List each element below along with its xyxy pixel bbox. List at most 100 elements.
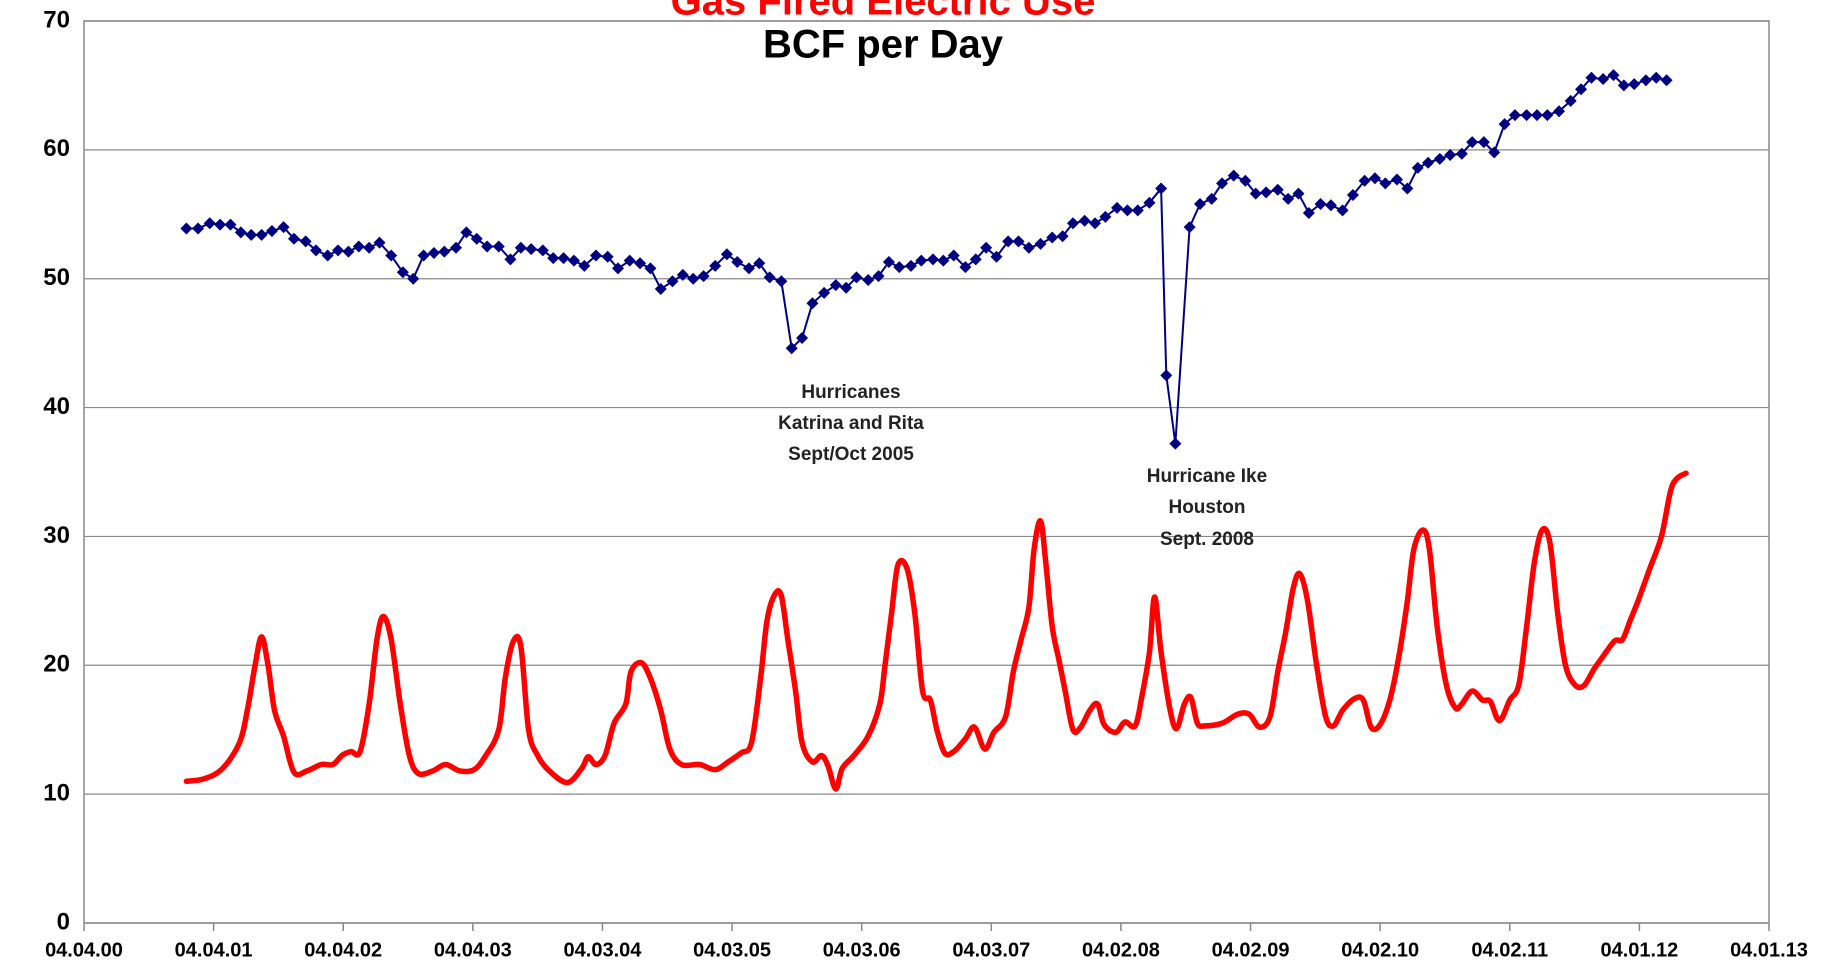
data-point	[332, 244, 345, 257]
data-point	[1530, 109, 1543, 122]
data-point	[470, 232, 483, 245]
data-point	[321, 249, 334, 262]
data-point	[589, 249, 602, 262]
data-point	[709, 259, 722, 272]
data-point	[1541, 109, 1554, 122]
data-point	[1143, 196, 1156, 209]
data-point	[1160, 369, 1173, 382]
data-point	[796, 331, 809, 344]
data-point	[1227, 169, 1240, 182]
data-point	[214, 218, 227, 231]
data-point	[342, 245, 355, 258]
data-point	[578, 259, 591, 272]
data-point	[1324, 199, 1337, 212]
data-point	[373, 236, 386, 249]
x-tick-label: 04.02.09	[1212, 939, 1290, 961]
data-point	[255, 228, 268, 241]
y-tick-label: 50	[43, 264, 70, 291]
data-point	[775, 275, 788, 288]
data-point	[818, 286, 831, 299]
data-point	[1508, 109, 1521, 122]
data-point	[492, 240, 505, 253]
data-point	[1121, 204, 1134, 217]
series-line	[183, 470, 1689, 792]
data-point	[785, 342, 798, 355]
data-point	[1391, 173, 1404, 186]
data-point	[1444, 149, 1457, 162]
data-point	[720, 248, 733, 261]
data-point	[1553, 105, 1566, 118]
data-point	[245, 228, 258, 241]
data-point	[310, 244, 323, 257]
data-point	[277, 221, 290, 234]
data-point	[882, 255, 895, 268]
data-point	[644, 262, 657, 275]
data-point	[417, 249, 430, 262]
data-point	[1155, 182, 1168, 195]
data-point	[862, 274, 875, 287]
x-tick-label: 04.04.00	[45, 939, 123, 961]
data-point	[926, 253, 939, 266]
data-point	[1358, 174, 1371, 187]
x-tick-label: 04.03.07	[952, 939, 1030, 961]
data-point	[449, 241, 462, 254]
data-point	[687, 272, 700, 285]
data-point	[1314, 197, 1327, 210]
data-point	[1111, 201, 1124, 214]
annotation: Hurricane Ike Houston Sept. 2008	[1147, 466, 1267, 550]
data-point	[504, 253, 517, 266]
data-point	[1607, 69, 1620, 82]
data-point	[1411, 161, 1424, 174]
data-point	[514, 241, 527, 254]
data-point	[980, 241, 993, 254]
chart-title: Gas Fired Electric Use	[671, 0, 1096, 24]
annotation-line: Houston	[1168, 497, 1245, 518]
data-point	[438, 245, 451, 258]
data-point	[731, 255, 744, 268]
x-tick-label: 04.02.10	[1341, 939, 1419, 961]
data-point	[203, 217, 216, 230]
annotation-line: Hurricane Ike	[1147, 466, 1267, 487]
data-point	[1056, 230, 1069, 243]
y-tick-label: 60	[43, 135, 70, 162]
y-tick-label: 40	[43, 393, 70, 420]
data-point	[1205, 192, 1218, 205]
data-point	[753, 257, 766, 270]
data-point	[1455, 147, 1468, 160]
plot-area	[83, 20, 1770, 924]
data-point	[1022, 241, 1035, 254]
data-point	[525, 243, 538, 256]
data-point	[1002, 235, 1015, 248]
data-point	[969, 253, 982, 266]
data-point	[265, 225, 278, 238]
data-point	[990, 250, 1003, 263]
data-point	[1564, 94, 1577, 107]
data-point	[1089, 217, 1101, 230]
data-point	[1078, 214, 1091, 227]
data-point	[1282, 192, 1295, 205]
data-point	[481, 240, 494, 253]
y-tick-label: 10	[43, 779, 70, 806]
data-point	[806, 297, 819, 310]
x-tick-label: 04.04.02	[304, 939, 382, 961]
data-point	[385, 249, 398, 262]
data-point	[287, 232, 300, 245]
x-tick-label: 04.04.03	[434, 939, 512, 961]
data-point	[904, 259, 917, 272]
data-point	[1639, 74, 1652, 87]
data-point	[1433, 152, 1446, 165]
data-point	[1660, 74, 1673, 87]
data-point	[893, 261, 906, 274]
data-point	[623, 254, 636, 267]
data-point	[1216, 177, 1229, 190]
annotation-line: Katrina and Rita	[778, 413, 924, 434]
data-point	[460, 226, 473, 239]
data-point	[1650, 71, 1663, 84]
data-point	[947, 249, 960, 262]
data-point	[1260, 186, 1273, 199]
data-point	[1012, 235, 1025, 248]
data-point	[872, 270, 885, 283]
data-point	[697, 270, 710, 283]
data-point	[1302, 206, 1315, 219]
data-point	[363, 241, 376, 254]
